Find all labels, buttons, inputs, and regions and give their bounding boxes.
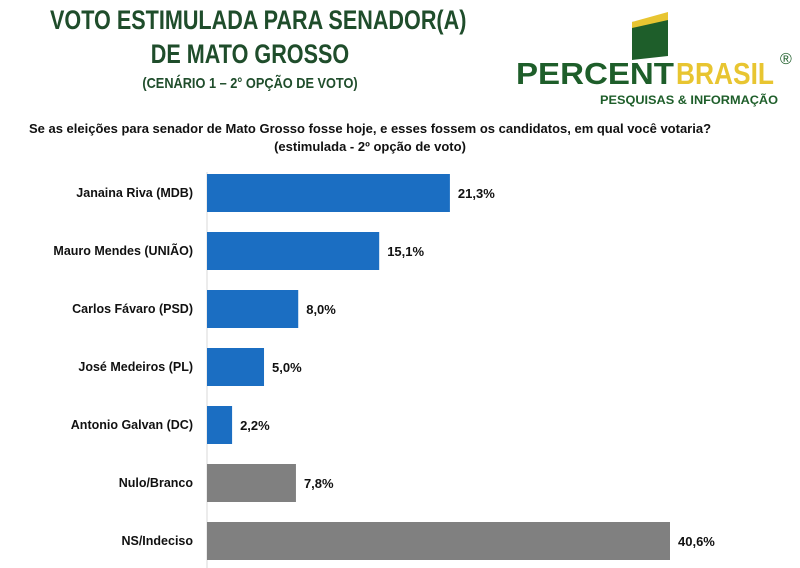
data-label: 7,8%: [304, 476, 334, 491]
category-label: Nulo/Branco: [119, 476, 194, 490]
category-label: Antonio Galvan (DC): [71, 418, 193, 432]
data-label: 5,0%: [272, 360, 302, 375]
data-label: 2,2%: [240, 418, 270, 433]
logo-brand-part1: PERCENT: [516, 56, 674, 91]
chart-subtitle: (CENÁRIO 1 – 2° OPÇÃO DE VOTO): [142, 75, 358, 92]
bar: [207, 464, 296, 502]
category-label: Mauro Mendes (UNIÃO): [53, 243, 193, 258]
data-label: 15,1%: [387, 244, 424, 259]
category-label: Janaina Riva (MDB): [76, 186, 193, 200]
bar: [207, 290, 299, 328]
data-label: 40,6%: [678, 534, 715, 549]
bar: [207, 174, 450, 212]
bar: [207, 522, 670, 560]
chart-title-line2: DE MATO GROSSO: [150, 39, 350, 69]
survey-question: Se as eleições para senador de Mato Gros…: [28, 121, 712, 154]
category-label: José Medeiros (PL): [78, 360, 193, 374]
data-label: 21,3%: [458, 186, 495, 201]
bar: [207, 406, 233, 444]
category-label: Carlos Fávaro (PSD): [72, 302, 193, 316]
bar: [207, 348, 265, 386]
percentbrasil-logo: PERCENT BRASIL ® PESQUISAS & INFORMAÇÃO: [516, 12, 792, 107]
chart-title-line1: VOTO ESTIMULADA PARA SENADOR(A): [50, 5, 467, 35]
data-label: 8,0%: [306, 302, 336, 317]
logo-tagline: PESQUISAS & INFORMAÇÃO: [600, 92, 778, 107]
registered-mark: ®: [780, 51, 792, 68]
bar: [207, 232, 380, 270]
logo-brand-part2: BRASIL: [676, 56, 774, 91]
category-label: NS/Indeciso: [121, 534, 193, 548]
